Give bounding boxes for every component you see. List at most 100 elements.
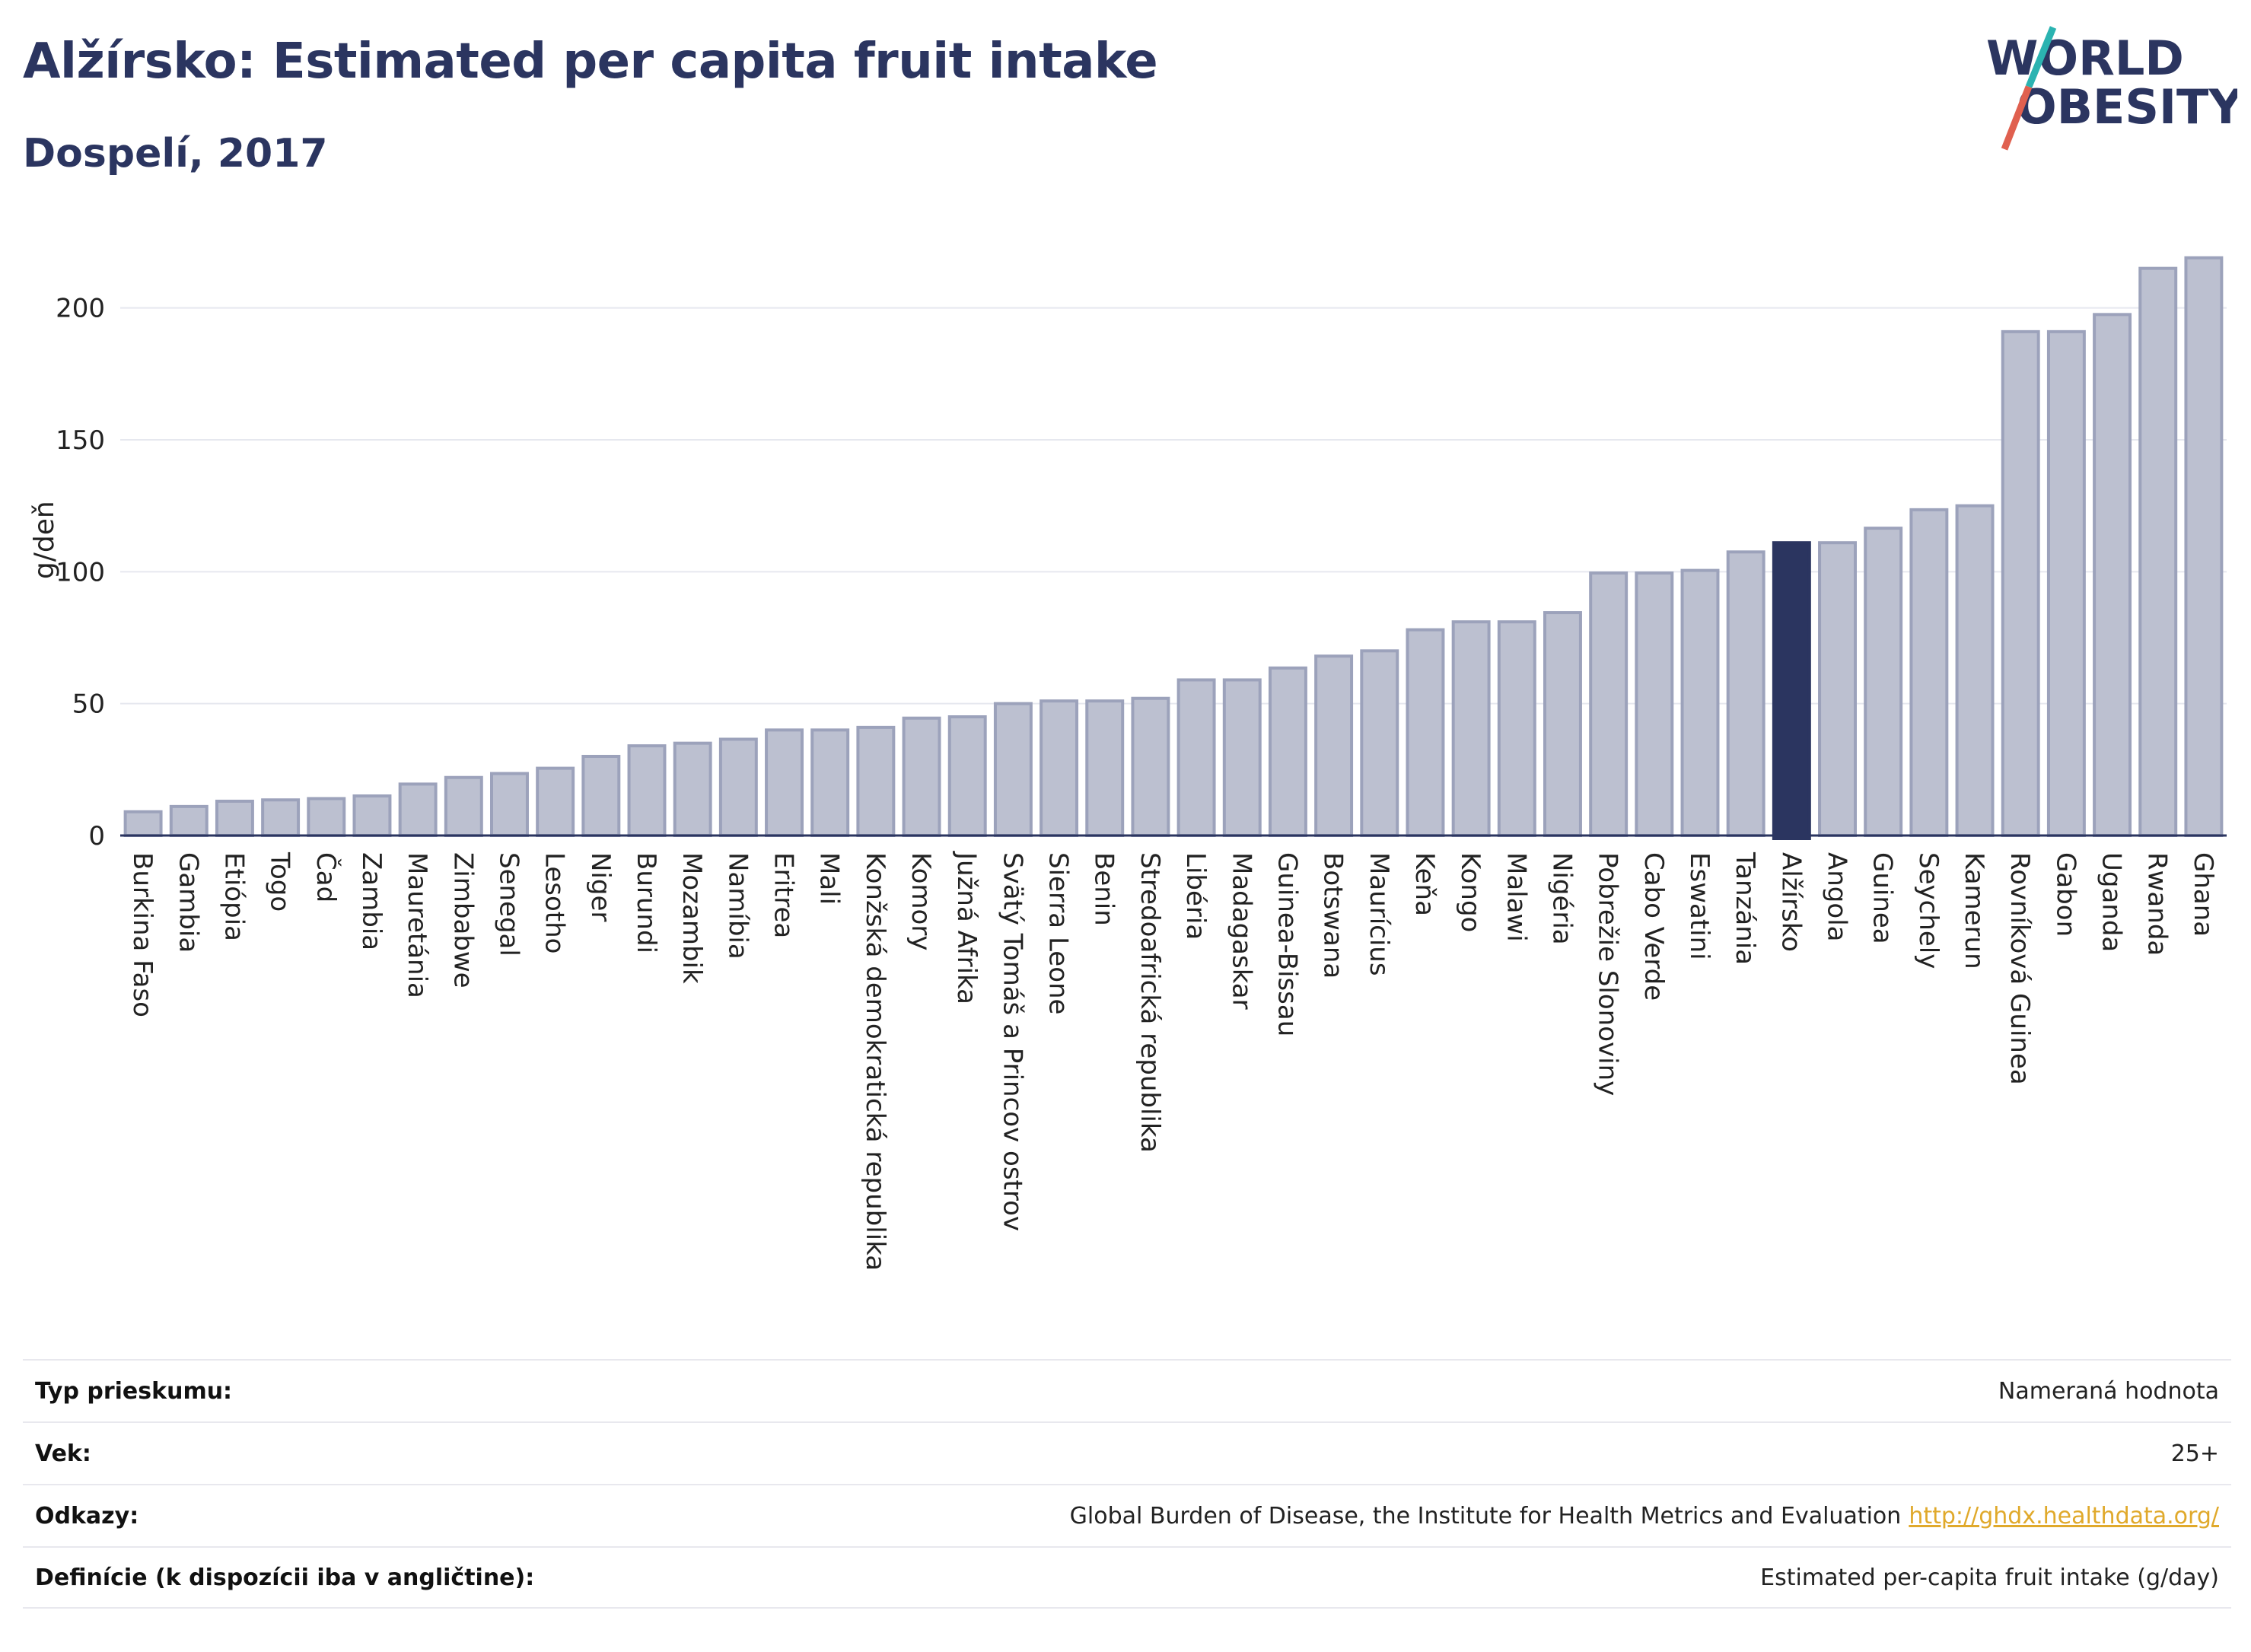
source-link[interactable]: http://ghdx.healthdata.org/ [1909,1502,2219,1529]
bar [1085,699,1125,838]
bar [444,775,483,838]
meta-row-definition: Definície (k dispozícii iba v angličtine… [23,1546,2231,1609]
x-tick-label: Eswatini [1684,852,1715,960]
x-tick-label: Gambia [173,852,203,953]
bar [490,772,529,837]
x-tick-label: Libéria [1180,852,1211,940]
bar [1040,699,1079,838]
x-tick-label: Konžská demokratická republika [860,852,890,1271]
x-tick-label: Tanzánia [1730,851,1760,965]
bar [398,782,438,838]
bar [993,702,1033,838]
page-title: Alžírsko: Estimated per capita fruit int… [23,33,1158,90]
x-tick-label: Ghana [2188,852,2218,937]
bar [352,794,392,837]
x-tick-label: Benin [1089,852,1119,926]
bar [1314,654,1354,837]
x-tick-label: Kamerun [1959,852,1989,969]
bar [123,810,163,838]
bar [215,799,254,838]
x-tick-label: Madagaskar [1226,852,1256,1010]
x-tick-label: Eritrea [769,852,799,938]
x-tick-label: Pobrežie Slonoviny [1593,852,1623,1096]
meta-row-survey-type: Typ prieskumu: Nameraná hodnota [23,1359,2231,1421]
meta-value: Global Burden of Disease, the Institute … [1069,1502,1902,1529]
meta-value: 25+ [2170,1440,2219,1467]
x-tick-label: Komory [906,852,936,950]
x-tick-label: Kongo [1455,852,1485,932]
logo-slash-teal [2025,26,2057,88]
x-tick-label: Sierra Leone [1043,852,1074,1014]
meta-value: Nameraná hodnota [1998,1377,2219,1405]
bar [1772,541,1811,840]
metadata-table: Typ prieskumu: Nameraná hodnota Vek: 25+… [23,1359,2231,1609]
x-tick-label: Lesotho [540,852,570,953]
y-tick-label: 150 [56,425,105,456]
y-tick-label: 100 [56,557,105,587]
x-tick-label: Mozambik [677,852,707,984]
bar [673,741,712,838]
bar [1360,649,1399,837]
x-tick-label: Keňa [1409,852,1440,916]
x-tick-label: Stredoafrická republika [1135,852,1165,1153]
bar [1909,508,1949,837]
x-tick-label: Rwanda [2142,852,2173,956]
x-tick-label: Angola [1822,852,1852,941]
bar [1818,541,1857,837]
x-tick-label: Namíbia [722,852,753,960]
bar [169,804,209,838]
meta-label: Typ prieskumu: [35,1377,233,1405]
meta-value: Estimated per-capita fruit intake (g/day… [1760,1564,2219,1591]
bar [718,737,758,838]
x-tick-label: Alžírsko [1775,852,1806,952]
bar [1176,678,1216,838]
bar [1543,611,1582,837]
bar [1680,568,1720,837]
world-obesity-logo: WORLD OBESITY [1986,26,2237,151]
meta-label: Definície (k dispozícii iba v angličtine… [35,1564,535,1591]
y-tick-label: 200 [56,294,105,324]
x-tick-label: Burkina Faso [127,852,158,1017]
bar [902,716,941,837]
x-tick-label: Zambia [356,852,387,950]
bar-chart: 0 50 100 150 200 g/deň Burkina Faso Gambia Etióp… [29,256,2227,1271]
meta-value-group: Global Burden of Disease, the Institute … [1070,1503,2219,1529]
x-tick-label: Niger [585,852,616,921]
bar [536,766,575,837]
x-tick-label: Mali [814,852,845,905]
x-tick-label: Svätý Tomáš a Princov ostrov [997,852,1027,1231]
bar [856,725,896,837]
logo-line2: OBESITY [2017,79,2237,135]
bar [1955,504,1995,838]
bar [2138,266,2178,837]
meta-label: Odkazy: [35,1502,139,1529]
bar [1222,678,1262,838]
bar [1635,571,1674,837]
x-tick-label: Cabo Verde [1638,852,1669,1001]
x-tick-label: Zimbabwe [447,852,478,988]
bar [1406,628,1445,837]
bar [1497,620,1536,837]
x-tick-label: Guinea-Bissau [1272,852,1302,1036]
x-tick-label: Senegal [493,852,524,957]
bar [1268,666,1307,837]
x-tick-label: Gabon [2050,852,2081,937]
bar [1589,571,1629,837]
x-tick-label: Uganda [2097,852,2127,952]
x-tick-label: Južná Afrika [951,851,982,1004]
x-tick-label: Malawi [1501,852,1531,942]
bar [810,728,850,837]
bar [307,797,346,838]
y-axis-label: g/deň [29,501,60,579]
meta-label: Vek: [35,1440,91,1467]
x-tick-label: Rovníková Guinea [2004,852,2035,1085]
bar [1864,527,1903,838]
x-tick-label: Mauretánia [402,852,432,998]
x-tick-label: Maurícius [1364,852,1394,976]
bar [2046,329,2086,838]
y-tick-label: 50 [72,689,105,720]
bar [627,744,667,838]
logo-line1: WORLD [1986,30,2184,86]
bar [2001,329,2040,838]
x-tick-label: Seychely [1913,852,1944,969]
